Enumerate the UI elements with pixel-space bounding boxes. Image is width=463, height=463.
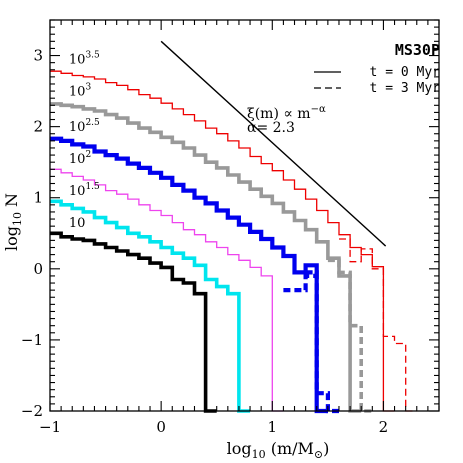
y-axis-label: log10 N: [2, 193, 24, 251]
y-tick-label: 0: [33, 260, 43, 278]
series-label-3: 103: [69, 82, 92, 99]
x-tick-label: 0: [156, 418, 166, 436]
series-line-1: [50, 231, 217, 413]
series-labels: 10 101.5 102 102.5 103 103.5: [69, 50, 100, 231]
x-tick-label: 2: [379, 418, 389, 436]
y-tick-label: 1: [33, 189, 43, 207]
y-tick-label: −1: [21, 331, 43, 349]
chart-marks: [50, 70, 417, 414]
series-dashed-tail-2: [305, 270, 339, 414]
series-label-1: 10: [69, 216, 86, 231]
series-label-1.5: 101.5: [69, 182, 100, 199]
series-label-3.5: 103.5: [69, 50, 100, 67]
legend: MS30P t = 0 Myr t = 3 Myr: [314, 41, 440, 96]
x-tick-label: −1: [39, 418, 61, 436]
x-axis-label: log10 (m/M⊙): [227, 439, 330, 461]
y-tick-label: −2: [21, 402, 43, 420]
series-dashed-tail-0: [339, 238, 417, 412]
series-dashed-tail-1: [327, 258, 373, 413]
x-tick-label: 1: [268, 418, 278, 436]
legend-dashed-label: t = 3 Myr: [370, 81, 441, 96]
y-tick-label: 2: [33, 118, 43, 136]
series-line-2.5: [50, 136, 328, 414]
slope-annotation: ξ(m) ∝ m−α α= 2.3: [160, 40, 387, 247]
series-line-2: [50, 168, 284, 412]
series-line-3: [50, 102, 362, 413]
series-label-2: 102: [69, 150, 91, 167]
series-line-1.5: [50, 199, 251, 413]
slope-reference-line: [160, 40, 387, 247]
legend-solid-label: t = 0 Myr: [370, 65, 441, 80]
legend-title: MS30P: [395, 41, 440, 59]
series-label-2.5: 102.5: [69, 118, 100, 135]
slope-formula: ξ(m) ∝ m−α: [247, 104, 326, 122]
plot-frame: [49, 19, 440, 412]
series-dashed-tail-3: [283, 273, 317, 293]
series-line-3.5: [50, 70, 395, 412]
y-tick-label: 3: [33, 47, 43, 65]
slope-alpha: α= 2.3: [247, 120, 295, 136]
